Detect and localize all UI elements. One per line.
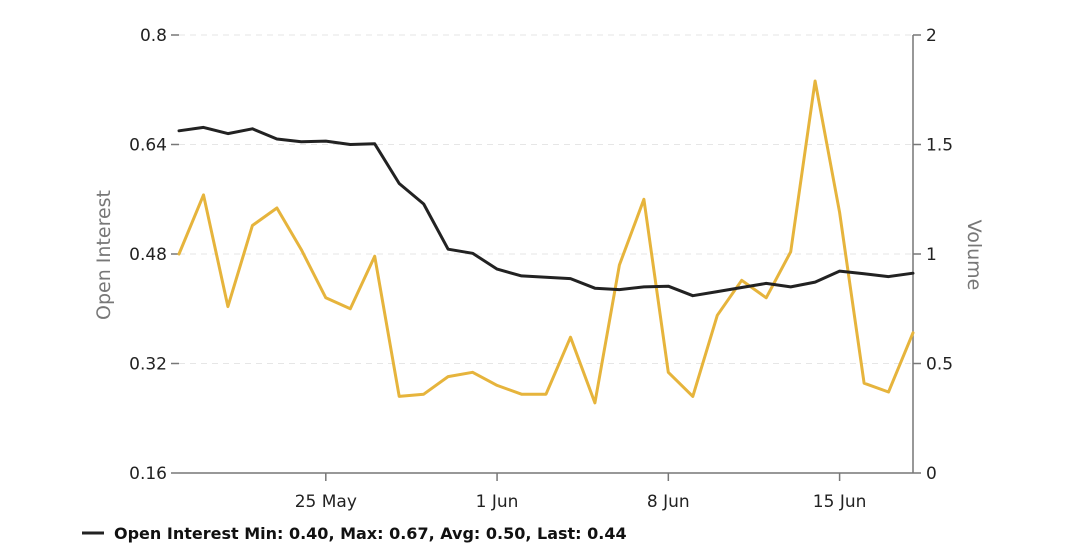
legend-label-open-interest: Open Interest Min: 0.40, Max: 0.67, Avg:… [114, 524, 627, 543]
right-tick-label: 2 [926, 26, 937, 46]
right-tick-label: 1 [926, 245, 937, 265]
right-tick-label: 0 [926, 464, 937, 484]
x-tick-label: 8 Jun [647, 492, 690, 512]
right-tick-label: 1.5 [926, 136, 953, 156]
right-axis-title: Volume [963, 220, 985, 291]
gridlines [179, 34, 913, 364]
x-axis-ticks: 25 May 1 Jun 8 Jun 15 Jun [295, 473, 867, 512]
x-tick-label: 25 May [295, 492, 357, 512]
left-y-ticks: 0.16 0.32 0.48 0.64 0.8 [129, 26, 179, 484]
left-tick-label: 0.16 [129, 464, 167, 484]
x-tick-label: 15 Jun [813, 492, 867, 512]
legend: Open Interest Min: 0.40, Max: 0.67, Avg:… [82, 524, 627, 543]
left-tick-label: 0.48 [129, 245, 167, 265]
x-tick-label: 1 Jun [476, 492, 519, 512]
left-tick-label: 0.32 [129, 355, 167, 375]
left-tick-label: 0.64 [129, 136, 167, 156]
volume-line [177, 79, 915, 405]
open-interest-line [177, 125, 915, 298]
left-tick-label: 0.8 [140, 26, 167, 46]
left-axis-title: Open Interest [93, 190, 115, 320]
right-tick-label: 0.5 [926, 355, 953, 375]
right-y-ticks: 0 0.5 1 1.5 2 [913, 26, 953, 484]
series [177, 79, 915, 405]
